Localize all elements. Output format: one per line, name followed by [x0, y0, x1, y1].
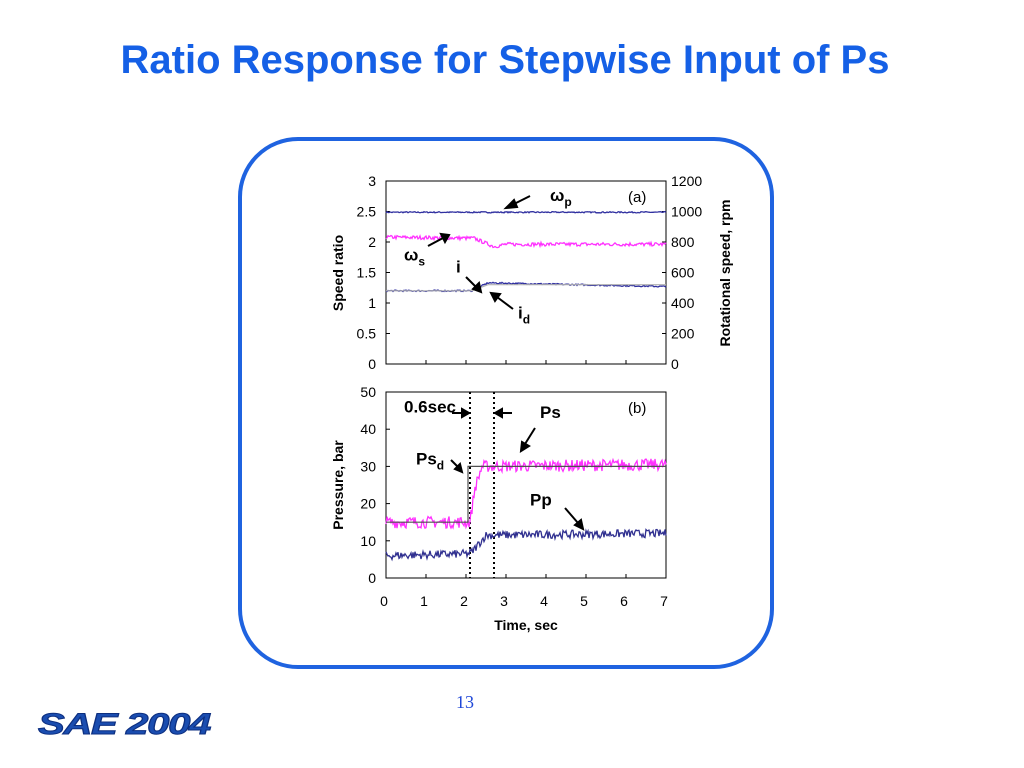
label-i-main: i [456, 258, 461, 277]
panel-b-x-tick-label: 1 [420, 593, 428, 609]
label-Pp: Pp [530, 490, 552, 509]
panel-a-y2-tick-label: 1200 [671, 173, 702, 189]
arrow-i-head [471, 281, 483, 294]
panel-a-y2-tick-label: 0 [671, 356, 679, 372]
panel-a-speed: 0 0.5 1 1.5 2 2.5 3 0 200 400 600 800 1000 1200 (a) S… [330, 173, 733, 372]
panel-b-arrows [450, 407, 585, 531]
panel-b-plot-area [385, 391, 667, 579]
panel-b-x-tick-label: 2 [460, 593, 468, 609]
arrow-interval-right-head [492, 407, 503, 419]
panel-a-plot-area [385, 180, 667, 365]
label-Ps-d: Psd [416, 450, 444, 473]
label-omega-s: ωs [404, 245, 425, 268]
series-Pp [385, 528, 667, 562]
panel-b-x-tick-label: 3 [500, 593, 508, 609]
label-Ps-d-subscript: d [437, 459, 444, 473]
panel-a-y-tick-label: 0 [368, 356, 376, 372]
label-omega-p-main: ω [550, 186, 564, 205]
panel-b-y-tick-label: 10 [360, 533, 376, 549]
label-omega-s-subscript: s [418, 254, 425, 268]
panel-b-y-tick-label: 30 [360, 458, 376, 474]
page-number: 13 [456, 692, 474, 712]
panel-b-x-tick-label: 5 [580, 593, 588, 609]
panel-a-arrows [427, 195, 531, 310]
label-omega-p: ωp [550, 186, 572, 209]
panel-a-y2label: Rotational speed, rpm [717, 199, 733, 346]
label-Ps-main: Ps [540, 403, 561, 422]
panel-a-ticks: 0 0.5 1 1.5 2 2.5 3 0 200 400 600 800 1000 1200 [357, 173, 703, 372]
panel-b-y-tick-label: 50 [360, 384, 376, 400]
label-i-d: id [518, 303, 530, 326]
panel-a-y2-tick-label: 600 [671, 265, 695, 281]
panel-b-y-tick-label: 0 [368, 570, 376, 586]
panel-b-x-tick-label: 7 [660, 593, 668, 609]
series-Ps-d [386, 465, 666, 523]
slide-title: Ratio Response for Stepwise Input of Ps [120, 38, 890, 82]
svg-text:SAE 2004: SAE 2004 [38, 708, 212, 740]
panel-b-pressure: 0 10 20 30 40 50 0 1 2 3 4 5 6 7 (b) Pressure, bar Ti… [330, 384, 668, 633]
label-omega-s-main: ω [404, 245, 418, 264]
panel-b-label: (b) [628, 400, 646, 417]
arrow-i-d [496, 296, 514, 310]
label-i: i [456, 258, 461, 277]
panel-a-y-tick-label: 2 [368, 234, 376, 250]
arrow-i-d-head [489, 291, 502, 303]
panel-a-y-tick-label: 1.5 [357, 265, 377, 281]
panel-b-y-tick-label: 20 [360, 496, 376, 512]
arrow-interval-left-head [461, 407, 472, 419]
label-06sec: 0.6sec [404, 397, 456, 416]
label-omega-p-subscript: p [564, 195, 571, 209]
panel-b-xlabel: Time, sec [494, 617, 558, 633]
panel-b-ticks: 0 10 20 30 40 50 0 1 2 3 4 5 6 7 [360, 384, 668, 609]
panel-a-ylabel: Speed ratio [330, 235, 346, 311]
label-i-d-subscript: d [523, 312, 530, 326]
panel-a-y-tick-label: 1 [368, 295, 376, 311]
series-Ps [385, 457, 667, 530]
panel-a-y-tick-label: 2.5 [357, 204, 377, 220]
panel-b-x-tick-label: 0 [380, 593, 388, 609]
arrow-ps-head [519, 440, 531, 453]
panel-b-ylabel: Pressure, bar [330, 440, 346, 530]
label-i-d-main: i [518, 303, 523, 322]
arrow-ps-d-head [453, 462, 464, 474]
panel-a-y2-tick-label: 800 [671, 234, 695, 250]
arrow-omega-s-head [439, 232, 451, 245]
label-Ps: Ps [540, 403, 561, 422]
arrow-i [465, 276, 477, 288]
panel-b-y-tick-label: 40 [360, 421, 376, 437]
panel-a-y2-tick-label: 400 [671, 295, 695, 311]
series-omega-p [385, 210, 667, 214]
panel-a-y2-tick-label: 200 [671, 326, 695, 342]
arrow-omega-p-head [503, 198, 519, 210]
panel-b-series [385, 457, 667, 562]
arrow-omega-s [427, 237, 444, 247]
sae-2004-logo: SAE 2004 [38, 708, 214, 741]
series-omega-s [385, 234, 667, 249]
panel-b-dotted-lines [469, 392, 495, 578]
arrow-ps [524, 427, 536, 445]
panel-a-y2-tick-label: 1000 [671, 204, 702, 220]
label-Ps-d-main: Ps [416, 450, 437, 469]
panel-a-y-tick-label: 0.5 [357, 326, 377, 342]
arrow-pp-head [573, 518, 585, 531]
panel-a-label: (a) [628, 189, 646, 206]
label-06sec-main: 0.6sec [404, 397, 456, 416]
panel-b-x-tick-label: 6 [620, 593, 628, 609]
label-Pp-main: Pp [530, 490, 552, 509]
panel-b-x-tick-label: 4 [540, 593, 548, 609]
arrow-pp [564, 507, 579, 524]
panel-a-y-tick-label: 3 [368, 173, 376, 189]
